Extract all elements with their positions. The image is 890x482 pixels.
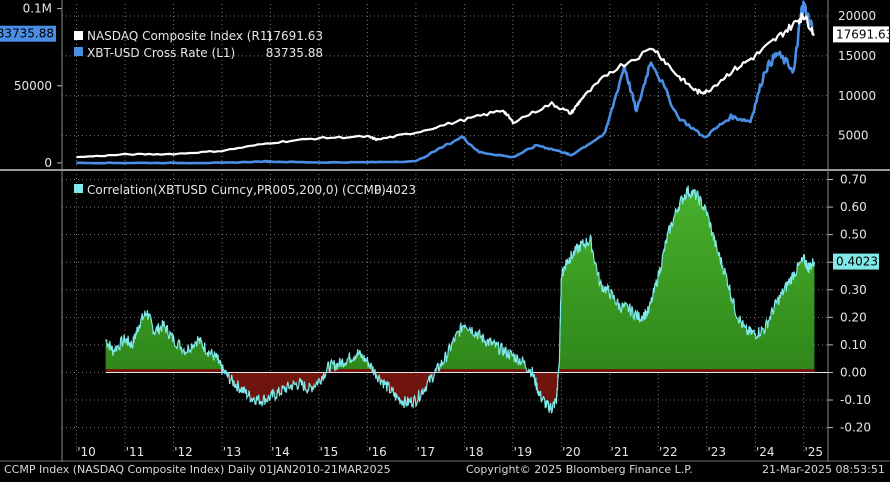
right-axis-tick-label: 10000 — [838, 89, 876, 103]
xbt-last-value-badge: 83735.88 — [0, 27, 54, 41]
corr-axis-tick-label: 0.30 — [840, 283, 867, 297]
corr-axis-tick-label: -0.10 — [840, 393, 871, 407]
x-axis-year-label: '13 — [223, 445, 242, 459]
corr-legend-swatch — [74, 184, 83, 193]
corr-legend-label: Correlation(XBTUSD Curncy,PR005,200,0) (… — [87, 183, 386, 197]
left-axis-tick-label: 0.1M — [23, 2, 52, 16]
xbt-legend-value: 83735.88 — [266, 46, 323, 60]
x-axis-year-label: '15 — [320, 445, 339, 459]
panel-separator — [0, 0, 890, 462]
xbt-last-value-badge-bg — [0, 25, 56, 42]
x-axis-year-label: '22 — [659, 445, 678, 459]
corr-last-value-badge: 0.4023 — [836, 255, 878, 269]
corr-axis-tick-label: 0.20 — [840, 310, 867, 324]
nasdaq-last-value-badge: 17691.63 — [836, 27, 890, 41]
axes: 5000 10000 15000 20000 0 50000 0.1M -0.20 -0.10 0… — [14, 2, 876, 459]
x-axis-year-label: '14 — [271, 445, 290, 459]
legend-layer: NASDAQ Composite Index (R1) 17691.63 XBT… — [74, 29, 416, 197]
corr-positive-area — [105, 185, 815, 369]
footer-timestamp: 21-Mar-2025 08:53:51 — [762, 463, 885, 476]
corr-axis-tick-label: -0.20 — [840, 421, 871, 435]
x-axis-year-label: '11 — [126, 445, 145, 459]
left-axis-tick-label: 0 — [44, 156, 52, 170]
nasdaq-legend-swatch — [74, 31, 83, 40]
xbt-legend-swatch — [74, 47, 83, 56]
corr-axis-tick-label: 0.70 — [840, 173, 867, 187]
x-axis-year-label: '12 — [174, 445, 193, 459]
corr-last-value-badge-bg — [833, 253, 879, 270]
correlation-panel — [105, 185, 828, 415]
corr-legend-value: 0.4023 — [374, 183, 416, 197]
footer-copyright: Copyright© 2025 Bloomberg Finance L.P. — [466, 463, 693, 476]
x-axis-year-label: '10 — [77, 445, 96, 459]
corr-negative-area — [105, 369, 815, 413]
nasdaq-legend-value: 17691.63 — [266, 29, 323, 43]
x-axis-year-label: '24 — [756, 445, 775, 459]
corr-axis-tick-label: 0.60 — [840, 200, 867, 214]
x-axis-year-label: '20 — [562, 445, 581, 459]
xbt-legend-label: XBT-USD Cross Rate (L1) — [87, 46, 235, 60]
right-axis-tick-label: 15000 — [838, 49, 876, 63]
price-panel — [76, 0, 815, 165]
right-axis-tick-label: 20000 — [838, 9, 876, 23]
gridlines — [62, 4, 828, 454]
x-axis-year-label: '17 — [417, 445, 436, 459]
last-value-badges: 17691.63 83735.88 0.4023 — [0, 25, 890, 270]
corr-axis-tick-label: 0.10 — [840, 338, 867, 352]
corr-line — [105, 185, 815, 415]
nasdaq-line — [76, 12, 815, 159]
right-axis-tick-label: 5000 — [838, 129, 869, 143]
left-axis-tick-label: 50000 — [14, 79, 52, 93]
corr-axis-tick-label: 0.50 — [840, 228, 867, 242]
xbt-line — [76, 0, 815, 165]
nasdaq-last-value-badge-bg — [833, 26, 889, 43]
x-axis-year-label: '25 — [804, 445, 823, 459]
x-axis-year-label: '19 — [514, 445, 533, 459]
x-axis-year-label: '16 — [368, 445, 387, 459]
x-axis-year-label: '23 — [708, 445, 727, 459]
x-axis-year-label: '18 — [465, 445, 484, 459]
footer-security-info: CCMP Index (NASDAQ Composite Index) Dail… — [4, 463, 391, 476]
corr-axis-tick-label: 0.00 — [840, 365, 867, 379]
nasdaq-legend-label: NASDAQ Composite Index (R1) — [87, 29, 272, 43]
x-axis-year-label: '21 — [611, 445, 630, 459]
